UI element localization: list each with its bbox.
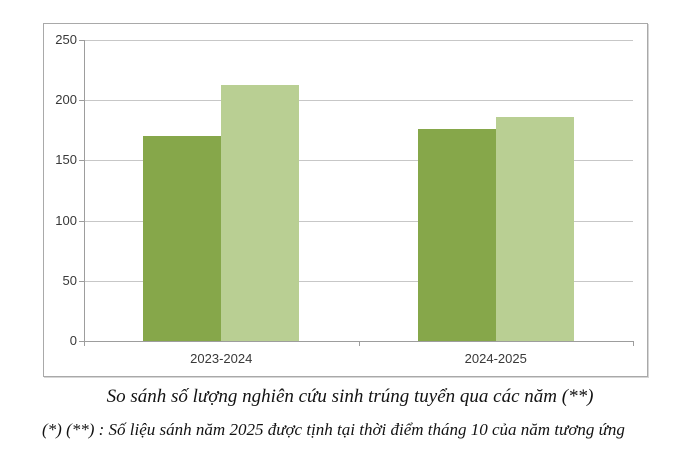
chart-caption: So sánh số lượng nghiên cứu sinh trúng t… <box>106 386 594 407</box>
chart-frame <box>43 23 648 377</box>
chart-footnote: (*) (**) : Số liệu sánh năm 2025 được tị… <box>42 420 625 439</box>
